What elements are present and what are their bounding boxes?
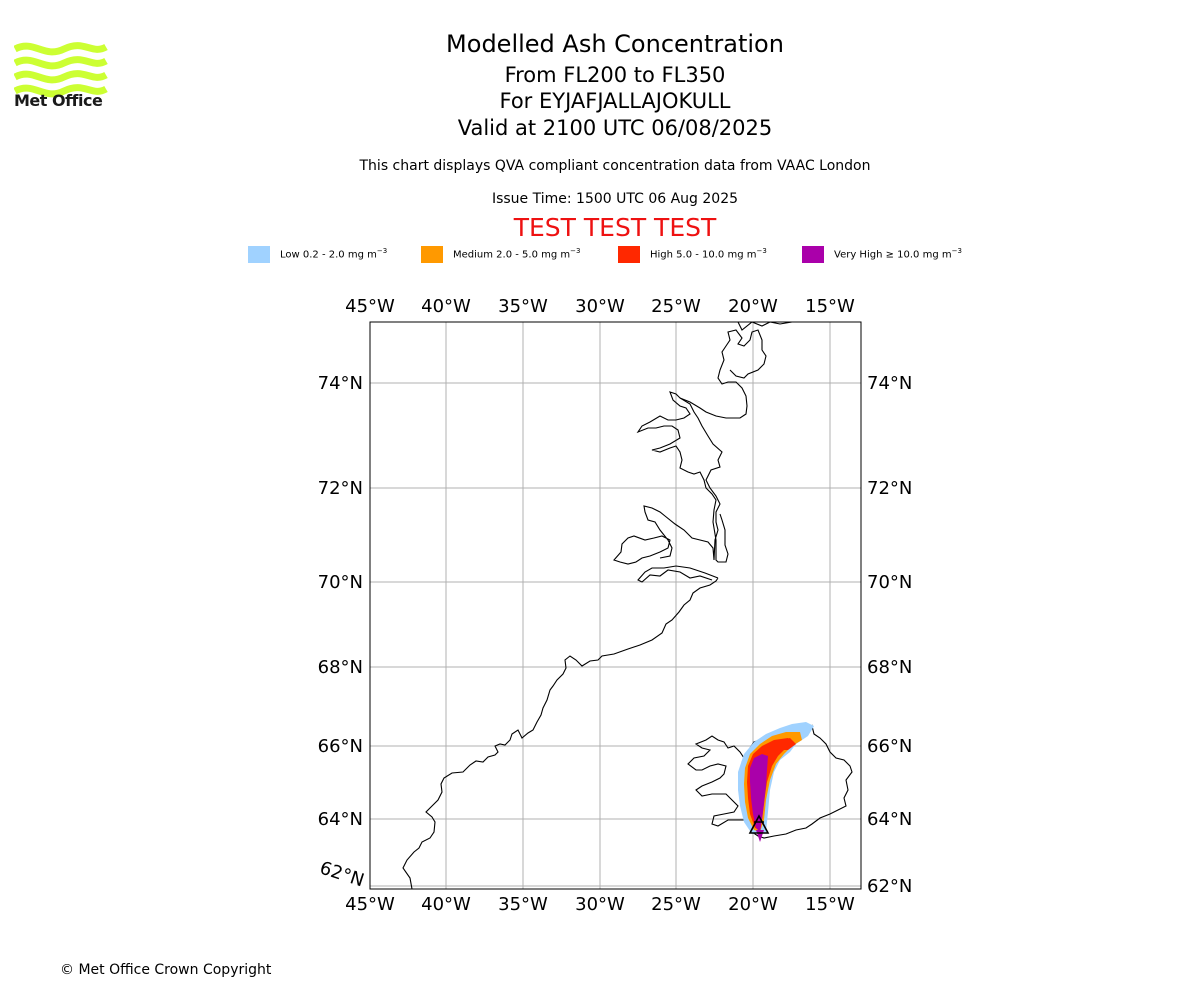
lon-label-bottom-20w: 20°W <box>728 894 778 915</box>
legend-low-label: Low 0.2 - 2.0 mg m−3 <box>280 247 388 261</box>
lon-label-top-30w: 30°W <box>575 296 625 317</box>
legend-medium-swatch <box>421 245 443 263</box>
lon-label-top-45w: 45°W <box>345 296 395 317</box>
lat-label-left-68n: 68°N <box>318 657 363 678</box>
flight-level-range: From FL200 to FL350 <box>504 63 726 87</box>
lon-label-bottom-25w: 25°W <box>651 894 701 915</box>
copyright-notice: © Met Office Crown Copyright <box>60 962 272 978</box>
lon-label-bottom-40w: 40°W <box>421 894 471 915</box>
legend-medium-label: Medium 2.0 - 5.0 mg m−3 <box>453 247 581 261</box>
lat-label-right-62n: 62°N <box>867 876 912 897</box>
greenland-coastline <box>402 391 729 889</box>
issue-time: Issue Time: 1500 UTC 06 Aug 2025 <box>491 191 739 207</box>
lon-label-top-15w: 15°W <box>805 296 855 317</box>
legend-very-high: Very High ≥ 10.0 mg m−3 <box>802 244 962 264</box>
chart-title: Modelled Ash Concentration <box>446 30 784 58</box>
lon-label-top-20w: 20°W <box>728 296 778 317</box>
iceland-coastline <box>687 724 853 839</box>
met-office-wordmark: Met Office <box>14 91 103 110</box>
lon-label-bottom-15w: 15°W <box>805 894 855 915</box>
lat-label-right-72n: 72°N <box>867 478 912 499</box>
legend-low: Low 0.2 - 2.0 mg m−3 <box>248 244 387 264</box>
map-frame <box>369 321 862 890</box>
legend-low-swatch <box>248 245 270 263</box>
lon-label-top-35w: 35°W <box>498 296 548 317</box>
lon-label-bottom-45w: 45°W <box>345 894 395 915</box>
lat-label-right-66n: 66°N <box>867 736 912 757</box>
legend-high-swatch <box>618 245 640 263</box>
lon-label-bottom-35w: 35°W <box>498 894 548 915</box>
legend-high: High 5.0 - 10.0 mg m−3 <box>618 244 767 264</box>
met-office-logo-icon <box>14 42 108 98</box>
lat-label-left-62n-rotated: 62°N <box>317 857 367 891</box>
test-banner: TEST TEST TEST <box>513 213 717 242</box>
lat-label-right-70n: 70°N <box>867 572 912 593</box>
map-gridlines <box>370 322 861 889</box>
lat-label-right-74n: 74°N <box>867 373 912 394</box>
legend-very-high-label: Very High ≥ 10.0 mg m−3 <box>834 247 962 261</box>
lon-label-top-40w: 40°W <box>421 296 471 317</box>
lon-label-top-25w: 25°W <box>651 296 701 317</box>
lat-label-left-66n: 66°N <box>318 736 363 757</box>
lat-label-left-64n: 64°N <box>318 809 363 830</box>
ash-high-patch <box>778 738 796 750</box>
lat-label-left-70n: 70°N <box>318 572 363 593</box>
ash-concentration-map: 45°W 40°W 35°W 30°W 25°W 20°W 15°W 45°W … <box>317 296 912 915</box>
legend-very-high-swatch <box>802 245 824 263</box>
lat-label-right-68n: 68°N <box>867 657 912 678</box>
ash-very-high-region <box>750 754 768 832</box>
volcano-name: For EYJAFJALLAJOKULL <box>499 89 731 113</box>
greenland-north-coastline <box>679 322 793 419</box>
lat-label-right-64n: 64°N <box>867 809 912 830</box>
lon-label-bottom-30w: 30°W <box>575 894 625 915</box>
volcano-triangle-icon <box>748 814 770 834</box>
chart-description: This chart displays QVA compliant concen… <box>359 158 871 174</box>
legend-medium: Medium 2.0 - 5.0 mg m−3 <box>421 244 580 264</box>
lat-label-left-74n: 74°N <box>318 373 363 394</box>
lat-label-left-72n: 72°N <box>318 478 363 499</box>
legend-high-label: High 5.0 - 10.0 mg m−3 <box>650 247 767 261</box>
valid-time: Valid at 2100 UTC 06/08/2025 <box>457 116 773 140</box>
ash-plume <box>738 722 814 842</box>
